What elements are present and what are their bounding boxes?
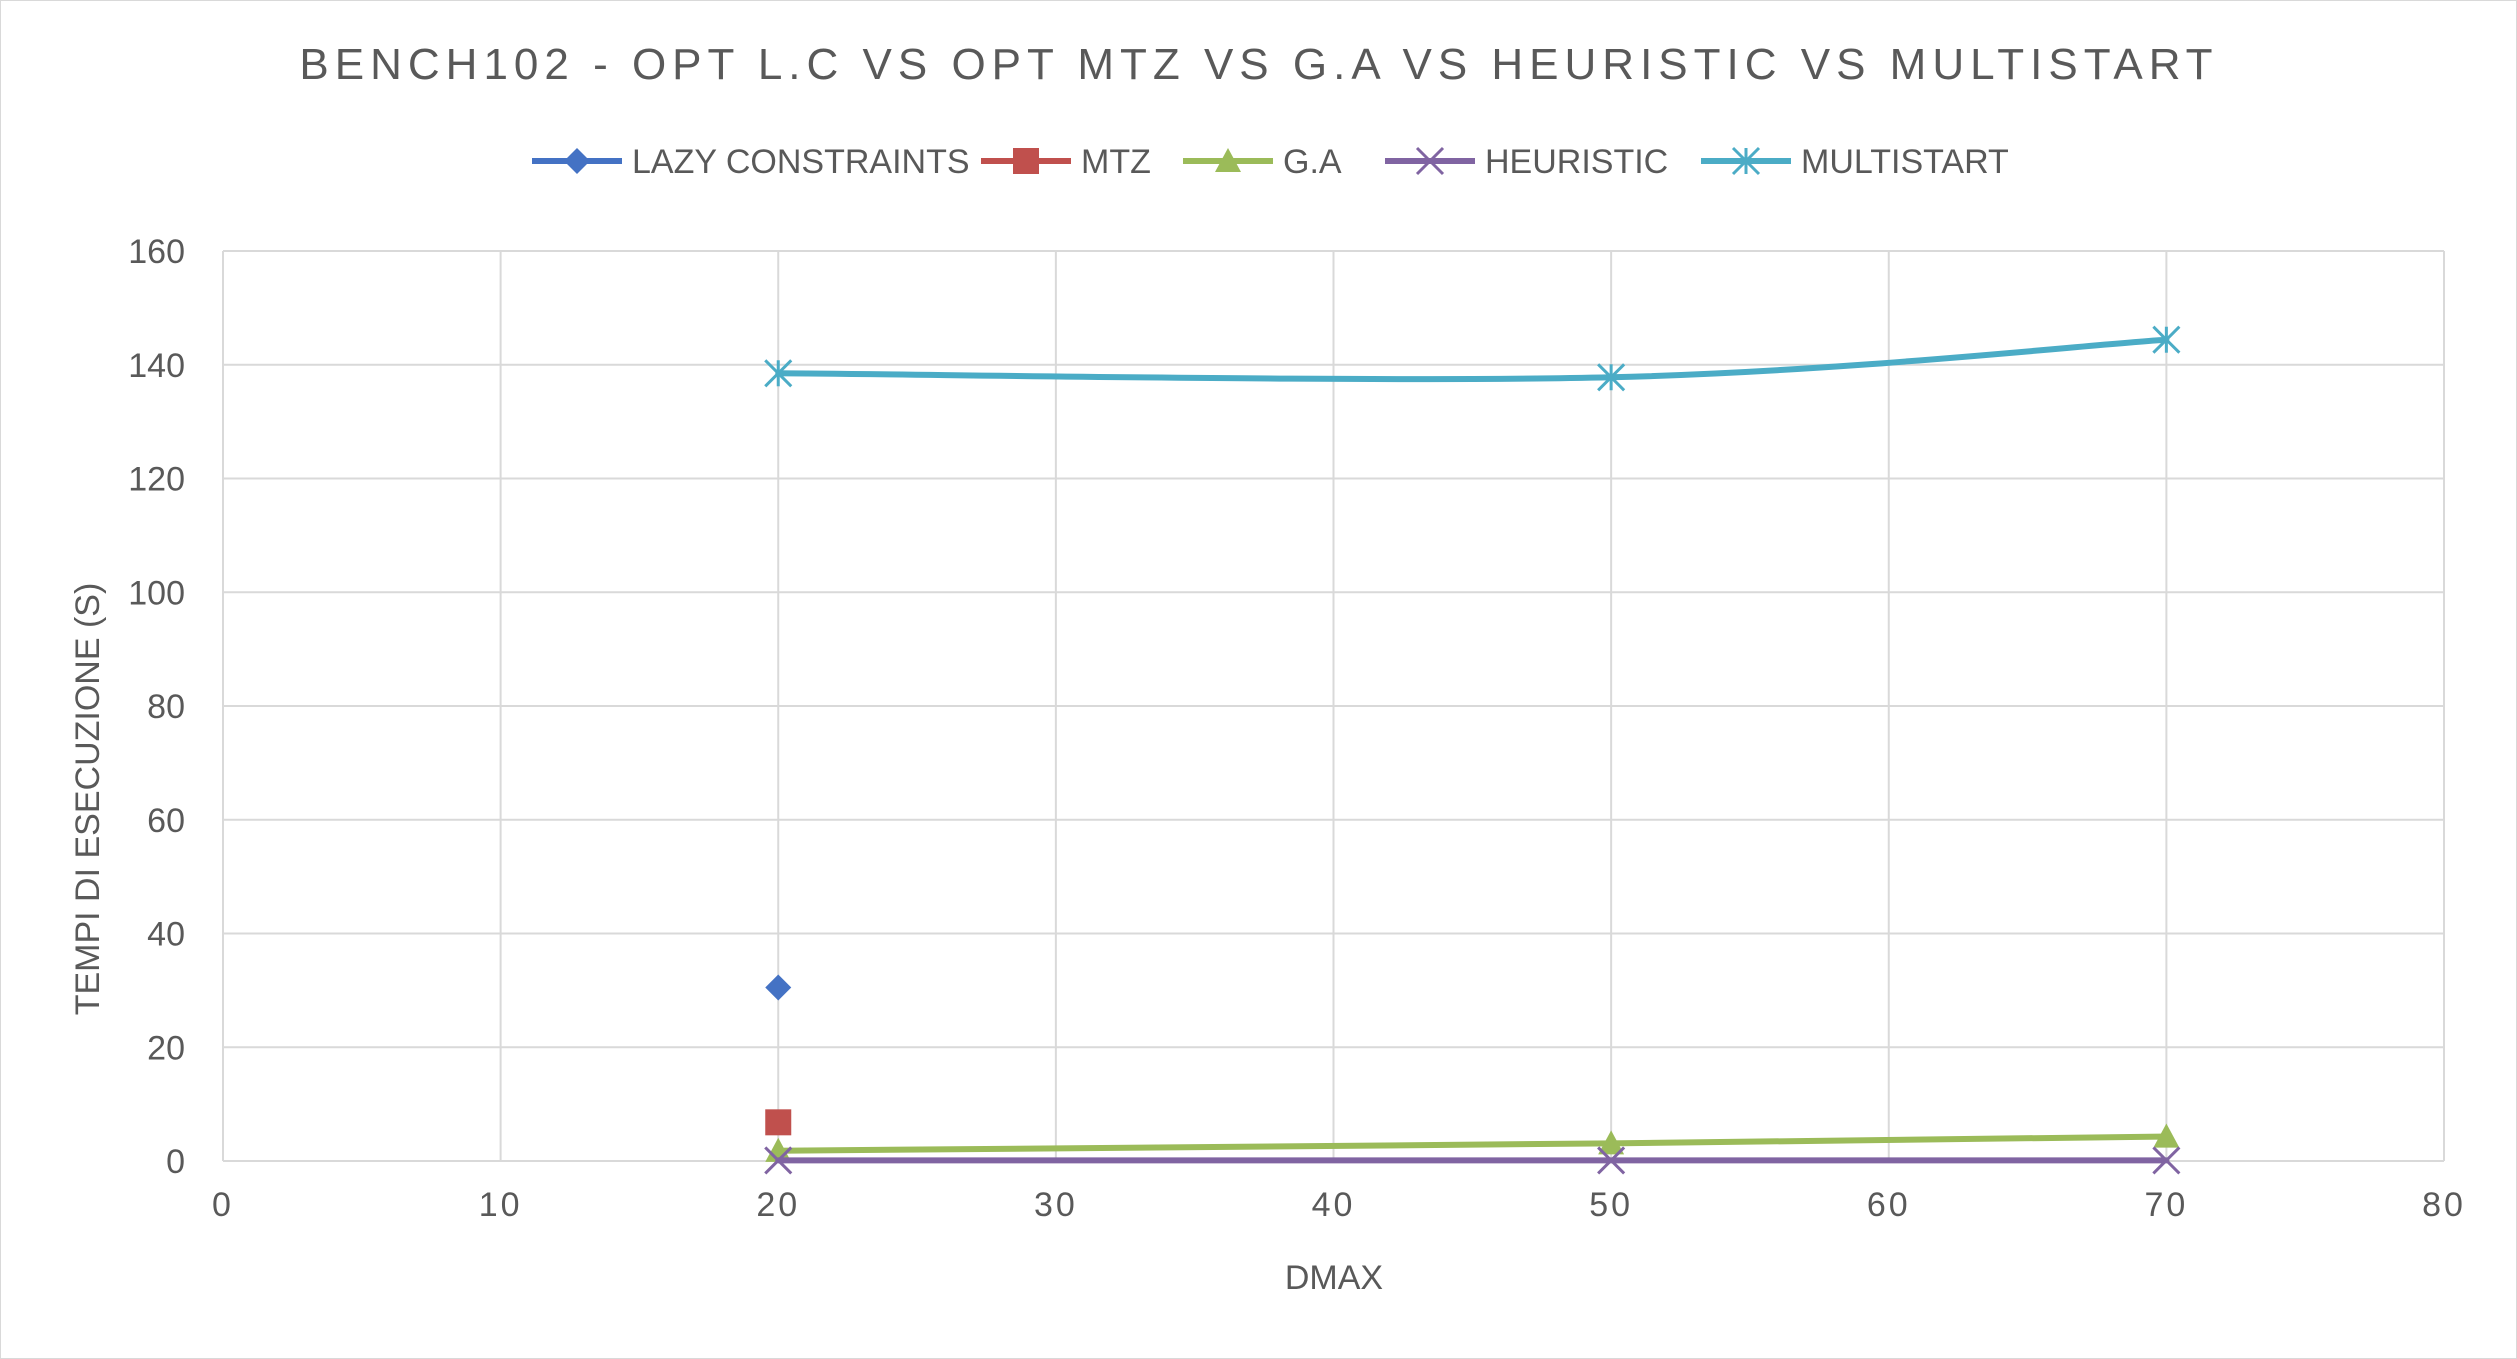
legend-item-g-a: G.A xyxy=(1183,143,1342,181)
data-point-lazy-constraints xyxy=(765,974,792,1001)
grid xyxy=(222,250,2445,1162)
marker-stroke xyxy=(764,1146,793,1175)
y-tick-label: 140 xyxy=(128,347,185,385)
legend-item-lazy-constraints: LAZY CONSTRAINTS xyxy=(532,143,970,181)
legend-label: LAZY CONSTRAINTS xyxy=(632,143,970,181)
legend-marker xyxy=(1415,146,1445,176)
series-lazy-constraints xyxy=(765,974,792,1001)
legend-label: MTZ xyxy=(1081,143,1151,181)
marker-stroke xyxy=(2152,1146,2181,1175)
data-point-multistart xyxy=(2152,325,2181,354)
x-tick-label: 0 xyxy=(212,1186,234,1224)
series-mtz xyxy=(765,1109,792,1136)
x-tick-label: 80 xyxy=(2422,1186,2466,1224)
y-tick-label: 100 xyxy=(128,574,185,612)
y-axis-title: TEMPI DI ESECUZIONE (S) xyxy=(69,583,107,1016)
legend-marker xyxy=(564,148,590,174)
series-multistart xyxy=(764,325,2181,392)
legend-label: G.A xyxy=(1283,143,1342,181)
y-tick-label: 80 xyxy=(147,688,185,726)
data-point-heuristic xyxy=(1597,1146,1626,1175)
legend-marker xyxy=(1731,146,1761,176)
series-g-a xyxy=(765,1123,2180,1162)
y-tick-label: 0 xyxy=(166,1143,185,1181)
series-line-g-a xyxy=(775,1133,2170,1154)
y-tick-label: 40 xyxy=(147,916,185,954)
legend-item-mtz: MTZ xyxy=(981,143,1151,181)
x-axis-ticks: 0 10 20 30 40 50 60 70 80 xyxy=(212,1186,2466,1224)
marker-stroke xyxy=(1597,1146,1626,1175)
y-tick-label: 20 xyxy=(147,1029,185,1067)
x-tick-label: 10 xyxy=(479,1186,523,1224)
data-point-heuristic xyxy=(764,1146,793,1175)
legend-label: HEURISTIC xyxy=(1485,143,1668,181)
legend-item-heuristic: HEURISTIC xyxy=(1385,143,1668,181)
x-tick-label: 70 xyxy=(2144,1186,2188,1224)
legend-item-multistart: MULTISTART xyxy=(1701,143,2009,181)
y-tick-label: 60 xyxy=(147,802,185,840)
y-tick-label: 120 xyxy=(128,461,185,499)
data-point-multistart xyxy=(764,359,793,388)
legend-label: MULTISTART xyxy=(1801,143,2009,181)
data-point-g-a xyxy=(2153,1123,2180,1148)
y-tick-label: 160 xyxy=(128,233,185,271)
x-tick-label: 30 xyxy=(1034,1186,1078,1224)
data-point-g-a xyxy=(1598,1130,1625,1155)
chart-title: BENCH102 - OPT L.C VS OPT MTZ VS G.A VS … xyxy=(299,40,2218,89)
x-tick-label: 40 xyxy=(1312,1186,1356,1224)
legend-marker xyxy=(1013,148,1039,174)
x-tick-label: 60 xyxy=(1867,1186,1911,1224)
y-axis-ticks: 0 20 40 60 80 100 120 140 160 xyxy=(128,233,185,1181)
data-point-mtz xyxy=(765,1109,792,1136)
series-heuristic xyxy=(764,1146,2181,1175)
x-tick-label: 50 xyxy=(1589,1186,1633,1224)
x-axis-title: DMAX xyxy=(1285,1259,1383,1297)
x-tick-label: 20 xyxy=(756,1186,800,1224)
series-line-multistart xyxy=(775,336,2170,383)
marker-stroke xyxy=(1415,146,1445,176)
data-point-heuristic xyxy=(2152,1146,2181,1175)
series-layer xyxy=(764,325,2181,1175)
legend: LAZY CONSTRAINTS MTZ G.A HEURISTIC MULTISTAR… xyxy=(532,143,2009,181)
legend-marker xyxy=(1215,148,1241,173)
data-point-multistart xyxy=(1597,363,1626,392)
